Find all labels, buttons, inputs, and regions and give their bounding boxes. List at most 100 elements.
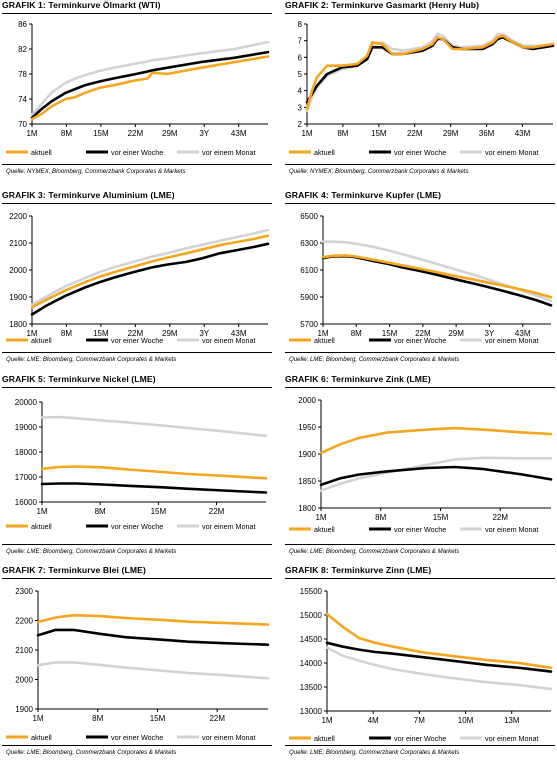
series-line-aktuell: [30, 234, 270, 309]
y-tick-label: 74: [18, 95, 27, 104]
x-tick-label: 3Y: [199, 129, 209, 138]
x-tick-label: 8M: [61, 129, 72, 138]
source-note: Quelle: NYMEX; Bloomberg, Commerzbank Co…: [6, 168, 186, 175]
series-line-vor-einer-woche: [325, 641, 553, 673]
y-tick-label: 2000: [298, 396, 316, 405]
legend-label: vor einem Monat: [202, 522, 256, 531]
source-divider: [285, 745, 555, 746]
x-tick-label: 15M: [93, 129, 109, 138]
x-tick-label: 3Y: [199, 329, 209, 338]
x-tick-label: 22M: [492, 513, 508, 522]
x-tick-label: 1M: [315, 513, 326, 522]
x-tick-label: 3Y: [485, 329, 495, 338]
chart-plot: 1900 2000 2100 2200 2300 1M 8M 15M 22M aktuell vor…: [6, 587, 270, 742]
y-tick-label: 7: [298, 37, 303, 46]
y-tick-label: 2300: [15, 587, 33, 596]
y-tick-label: 14000: [300, 659, 323, 668]
y-tick-label: 2100: [9, 239, 27, 248]
x-tick-label: 8M: [351, 329, 362, 338]
y-tick-label: 14500: [300, 635, 323, 644]
legend-label: aktuell: [31, 336, 52, 345]
source-divider: [2, 745, 272, 746]
title-divider: [285, 387, 555, 388]
chart-panel-gas: GRAFIK 2: Terminkurve Gasmarkt (Henry Hu…: [285, 0, 555, 186]
y-tick-label: 19000: [15, 423, 38, 432]
source-note: Quelle: LME; Bloomberg, Commerzbank Corp…: [6, 749, 177, 756]
chart-title: GRAFIK 6: Terminkurve Zink (LME): [285, 374, 431, 384]
y-tick-label: 8: [298, 20, 303, 29]
chart-title: GRAFIK 8: Terminkurve Zinn (LME): [285, 565, 432, 575]
y-tick-label: 2200: [15, 617, 33, 626]
chart-plot: 70 74 78 82 86 1M 8M 15M 22M 29M 3Y 43M aktuell vor e…: [6, 20, 270, 157]
chart-title: GRAFIK 1: Terminkurve Ölmarkt (WTI): [2, 0, 161, 10]
x-tick-label: 15M: [433, 513, 449, 522]
series-line-vor-einem-monat: [36, 661, 270, 680]
source-divider: [2, 164, 272, 165]
legend-label: vor einer Woche: [111, 733, 163, 742]
y-tick-label: 6500: [300, 212, 318, 221]
title-divider: [2, 387, 272, 388]
source-note: Quelle: NYMEX; Bloomberg, Commerzbank Co…: [289, 168, 469, 175]
x-tick-label: 8M: [61, 329, 72, 338]
y-tick-label: 13500: [300, 683, 323, 692]
chart-plot: 1800 1850 1900 1950 2000 1M 8M 15M 22M aktuell vor…: [289, 396, 553, 534]
y-tick-label: 5700: [300, 320, 318, 329]
chart-plot: 5700 5900 6100 6300 6500 1M 8M 15M 22M 29M 3Y 43M ak…: [289, 212, 553, 345]
y-tick-label: 2100: [15, 646, 33, 655]
y-tick-label: 6300: [300, 239, 318, 248]
chart-title: GRAFIK 5: Terminkurve Nickel (LME): [2, 374, 156, 384]
y-tick-label: 13000: [300, 707, 323, 716]
legend-label: vor einer Woche: [394, 525, 446, 534]
legend-label: vor einer Woche: [394, 734, 446, 743]
x-tick-label: 43M: [231, 329, 247, 338]
legend-label: vor einer Woche: [394, 336, 446, 345]
source-note: Quelle: LME; Bloomberg, Commerzbank Corp…: [289, 548, 460, 555]
chart-panel-tin: GRAFIK 8: Terminkurve Zinn (LME) 13000 135…: [285, 565, 555, 761]
x-tick-label: 22M: [407, 129, 423, 138]
source-note: Quelle: LME; Bloomberg, Commerzbank Corp…: [6, 548, 177, 555]
x-tick-label: 29M: [162, 329, 178, 338]
source-divider: [285, 352, 555, 353]
x-tick-label: 22M: [415, 329, 431, 338]
y-tick-label: 86: [18, 20, 27, 29]
x-tick-label: 22M: [128, 329, 144, 338]
series-line-aktuell: [305, 34, 555, 111]
x-tick-label: 10M: [458, 716, 474, 725]
x-tick-label: 29M: [162, 129, 178, 138]
x-tick-label: 4M: [368, 716, 379, 725]
x-tick-label: 22M: [209, 507, 225, 516]
source-note: Quelle: LME; Bloomberg, Commerzbank Corp…: [6, 356, 177, 363]
x-tick-label: 8M: [92, 714, 103, 723]
title-divider: [2, 578, 272, 579]
x-tick-label: 43M: [515, 129, 531, 138]
chart-panel-aluminium: GRAFIK 3: Terminkurve Aluminium (LME) 180…: [2, 190, 272, 370]
legend-label: aktuell: [314, 734, 335, 743]
legend-label: vor einer Woche: [111, 148, 163, 157]
x-tick-label: 15M: [150, 714, 166, 723]
y-tick-label: 18000: [15, 448, 38, 457]
y-tick-label: 15500: [300, 587, 323, 596]
y-tick-label: 1950: [298, 423, 316, 432]
source-divider: [285, 164, 555, 165]
x-tick-label: 8M: [95, 507, 106, 516]
x-tick-label: 43M: [231, 129, 247, 138]
title-divider: [2, 203, 272, 204]
legend-label: aktuell: [31, 733, 52, 742]
y-tick-label: 1900: [9, 293, 27, 302]
x-tick-label: 36M: [479, 129, 495, 138]
y-tick-label: 5: [298, 70, 303, 79]
y-tick-label: 2000: [9, 266, 27, 275]
series-line-vor-einem-monat: [30, 228, 270, 306]
series-line-aktuell: [40, 465, 268, 480]
chart-panel-zinc: GRAFIK 6: Terminkurve Zink (LME) 1800 1850…: [285, 374, 555, 562]
series-line-vor-einer-woche: [30, 242, 270, 316]
legend-label: aktuell: [314, 148, 335, 157]
x-tick-label: 15M: [371, 129, 387, 138]
series-line-aktuell: [321, 254, 553, 299]
y-tick-label: 6100: [300, 266, 318, 275]
legend-label: vor einer Woche: [394, 148, 446, 157]
series-line-aktuell: [30, 55, 270, 121]
y-tick-label: 15000: [300, 611, 323, 620]
series-line-vor-einem-monat: [40, 415, 268, 438]
y-tick-label: 78: [18, 70, 27, 79]
